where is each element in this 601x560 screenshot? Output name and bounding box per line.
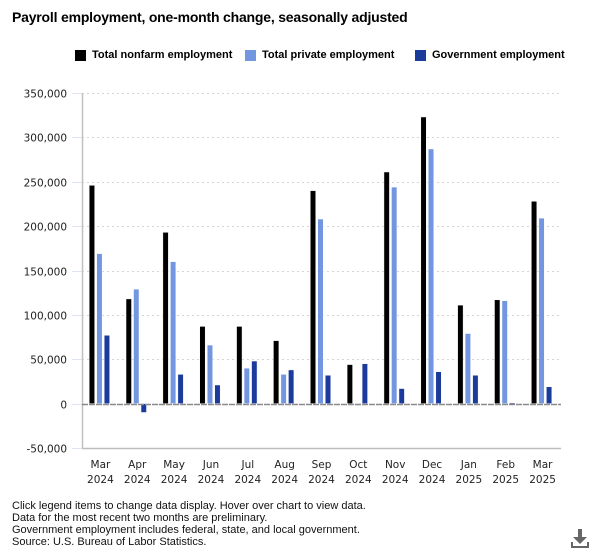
x-tick-label-month: Mar	[533, 459, 553, 471]
y-tick-label: 300,000	[24, 133, 67, 145]
download-icon	[571, 529, 589, 548]
y-tick-label: 250,000	[24, 178, 67, 190]
x-tick-label-month: Nov	[385, 459, 406, 471]
x-tick-label-month: Sep	[312, 459, 332, 471]
bar-total-nonfarm-employment	[199, 326, 206, 404]
legend-item-total-nonfarm[interactable]: Total nonfarm employment	[75, 49, 232, 61]
bar-total-nonfarm-employment	[494, 299, 501, 404]
y-tick-label: 100,000	[24, 311, 67, 323]
legend-swatch-icon	[415, 49, 426, 61]
chart-notes: Click legend items to change data displa…	[12, 500, 366, 548]
x-tick-label-year: 2024	[234, 474, 261, 486]
bar-total-private-employment	[538, 217, 545, 404]
legend-item-government[interactable]: Government employment	[415, 49, 565, 61]
bar-total-nonfarm-employment	[88, 185, 95, 404]
bar-total-private-employment	[243, 367, 250, 404]
bar-total-private-employment	[280, 374, 287, 404]
x-tick-label-year: 2024	[308, 474, 335, 486]
note-line: Click legend items to change data displa…	[12, 500, 366, 512]
x-tick-label-month: Jun	[202, 459, 219, 471]
x-tick-label-year: 2024	[345, 474, 372, 486]
bar-total-nonfarm-employment	[457, 304, 464, 404]
bar-total-private-employment	[501, 300, 508, 404]
bar-total-private-employment	[206, 344, 213, 404]
bar-government-employment	[288, 369, 295, 404]
x-tick-label-month: May	[163, 459, 185, 471]
bar-total-nonfarm-employment	[236, 326, 243, 404]
x-tick-label-year: 2024	[124, 474, 151, 486]
x-tick-label-year: 2024	[419, 474, 446, 486]
bar-total-nonfarm-employment	[125, 298, 132, 404]
y-tick-label: -50,000	[26, 444, 67, 456]
legend-item-total-private[interactable]: Total private employment	[245, 49, 394, 61]
x-tick-label-year: 2024	[198, 474, 225, 486]
bar-total-private-employment	[391, 186, 398, 404]
x-tick-label-month: Dec	[422, 459, 443, 471]
x-tick-label-month: Aug	[274, 459, 295, 471]
y-tick-label: 150,000	[24, 267, 67, 279]
bar-total-nonfarm-employment	[162, 232, 169, 404]
bar-government-employment	[361, 363, 368, 404]
x-tick-label-month: Jan	[460, 459, 477, 471]
bar-total-nonfarm-employment	[310, 190, 316, 404]
bar-total-private-employment	[464, 333, 471, 404]
x-tick-label-year: 2025	[492, 474, 519, 486]
bar-government-employment	[398, 388, 405, 404]
bar-total-private-employment	[317, 218, 324, 404]
legend: Total nonfarm employment Total private e…	[0, 49, 601, 65]
bar-total-nonfarm-employment	[383, 171, 390, 404]
x-tick-label-month: Mar	[91, 459, 111, 471]
bar-government-employment	[325, 374, 331, 404]
legend-swatch-icon	[75, 49, 86, 61]
note-line: Source: U.S. Bureau of Labor Statistics.	[12, 536, 207, 548]
legend-label: Total nonfarm employment	[92, 49, 233, 61]
chart-plot[interactable]: -50,000 0 50,000 100,000 150,000 200,000 250,0…	[0, 0, 601, 495]
legend-label: Government employment	[432, 49, 565, 61]
x-tick-label-year: 2024	[161, 474, 188, 486]
bar-total-nonfarm-employment	[273, 340, 280, 404]
note-line: Government employment includes federal, …	[12, 524, 360, 536]
bar-total-private-employment	[96, 253, 103, 404]
y-tick-label: 350,000	[24, 89, 67, 101]
bar-total-nonfarm-employment	[531, 201, 538, 404]
x-tick-label-month: Apr	[128, 459, 147, 471]
x-tick-label-year: 2024	[382, 474, 409, 486]
bar-total-private-employment	[170, 261, 177, 404]
x-tick-label-year: 2024	[271, 474, 298, 486]
bar-government-employment	[546, 386, 553, 404]
bar-total-private-employment	[428, 148, 435, 404]
x-tick-label-year: 2024	[87, 474, 114, 486]
y-tick-label: 50,000	[30, 355, 67, 367]
chart-title: Payroll employment, one-month change, se…	[12, 9, 408, 25]
bar-government-employment	[509, 402, 516, 404]
x-tick-label-year: 2025	[529, 474, 556, 486]
bar-government-employment	[177, 374, 184, 404]
bar-government-employment	[140, 403, 147, 413]
x-tick-label-month: Oct	[349, 459, 367, 471]
y-tick-label: 200,000	[24, 222, 67, 234]
bar-government-employment	[214, 384, 221, 404]
bar-government-employment	[103, 335, 110, 404]
bar-government-employment	[435, 371, 442, 404]
legend-label: Total private employment	[262, 49, 395, 61]
x-tick-label-month: Feb	[496, 459, 515, 471]
note-line: Data for the most recent two months are …	[12, 512, 268, 524]
bar-total-nonfarm-employment	[420, 116, 427, 404]
bar-government-employment	[251, 360, 258, 404]
bar-total-nonfarm-employment	[346, 364, 353, 404]
bar-government-employment	[472, 374, 479, 404]
bar-total-private-employment	[133, 288, 140, 404]
x-tick-label-year: 2025	[456, 474, 483, 486]
download-button[interactable]	[570, 528, 590, 550]
y-tick-label: 0	[60, 400, 67, 412]
legend-swatch-icon	[245, 49, 256, 61]
x-tick-label-month: Jul	[240, 459, 254, 471]
